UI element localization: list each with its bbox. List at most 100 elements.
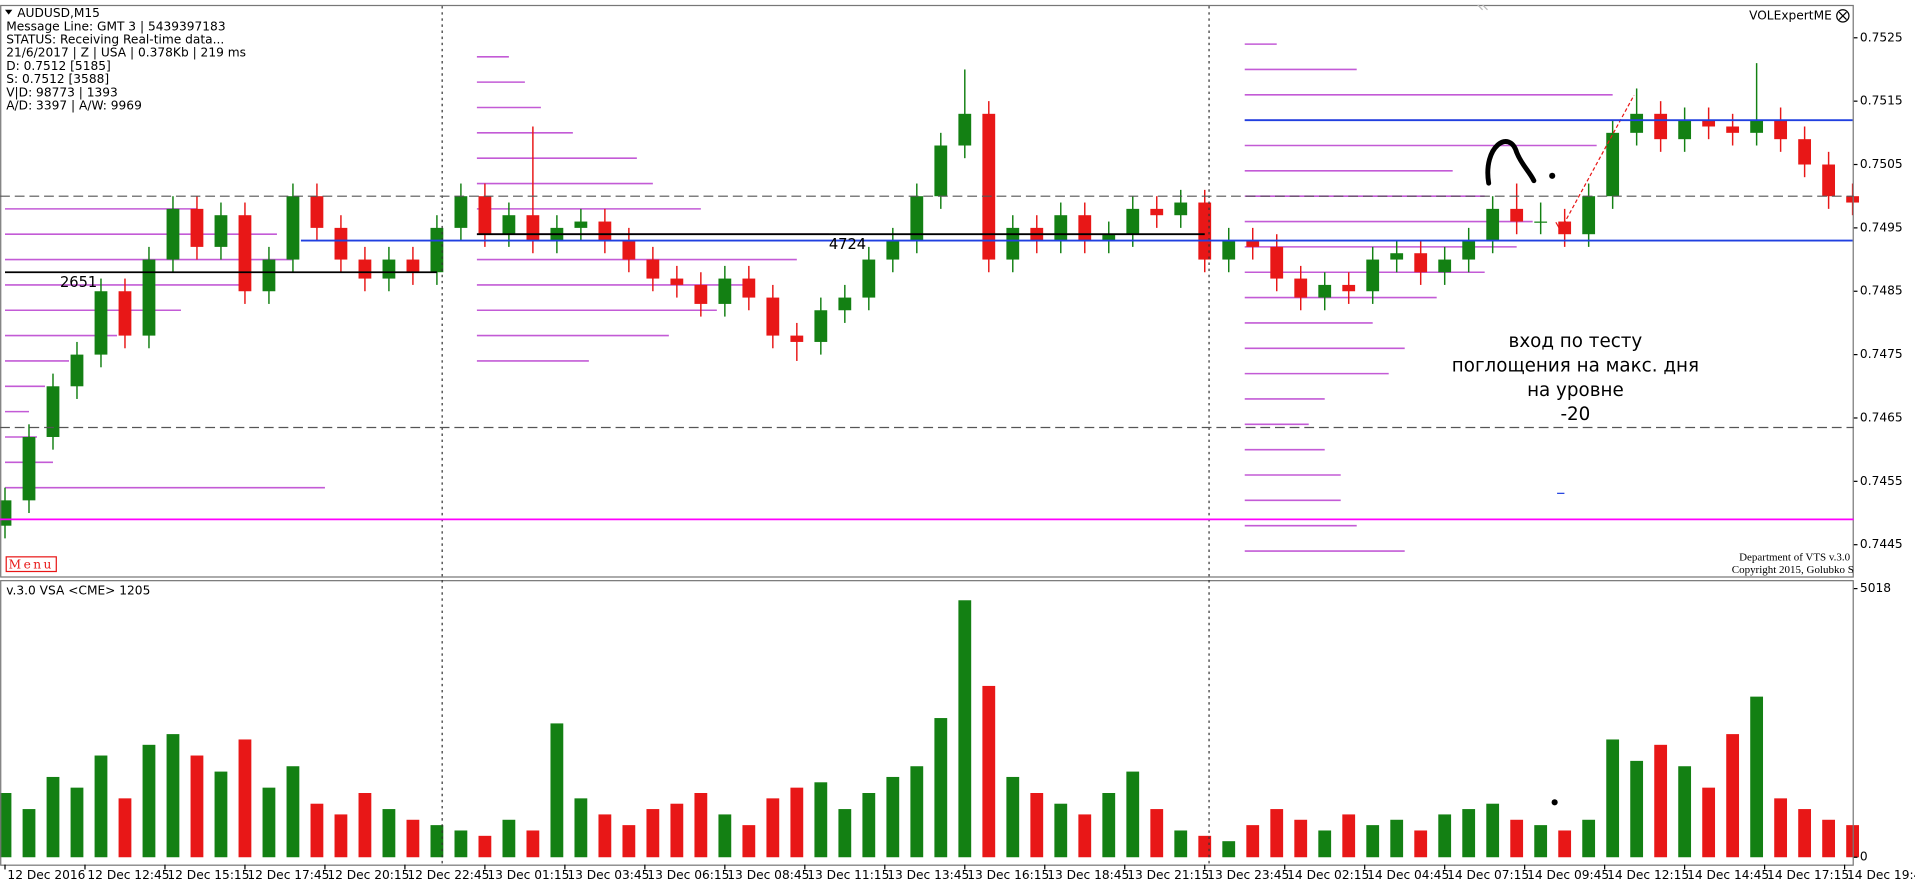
candle-body: [238, 215, 252, 292]
candle-body: [838, 297, 852, 311]
volume-bar: [526, 830, 540, 858]
symbol-dropdown[interactable]: [5, 9, 13, 15]
volume-bar: [622, 825, 636, 858]
volume-bar: [670, 803, 684, 858]
x-tick-label: 14 Dec 17:15: [1767, 868, 1849, 882]
volume-bar: [1462, 809, 1476, 858]
candle-body: [1222, 240, 1236, 260]
candle-body: [46, 386, 60, 437]
volume-bar: [1486, 803, 1500, 858]
volume-bar: [22, 809, 36, 858]
candle-body: [1270, 246, 1284, 279]
volume-bar: [1438, 814, 1452, 858]
candle-body: [910, 196, 924, 241]
volume-bar: [1246, 825, 1260, 858]
candle-body: [190, 208, 204, 247]
candle-body: [1630, 113, 1644, 133]
candle-body: [1102, 234, 1116, 241]
candle-body: [1150, 208, 1164, 216]
y2-tick-label: 5018: [1860, 581, 1891, 595]
annotation: на уровне: [1527, 380, 1624, 401]
candle-body: [430, 227, 444, 273]
volume-bar: [1222, 841, 1236, 858]
volume-bar: [1534, 825, 1548, 858]
candle-body: [1534, 221, 1548, 223]
close-icon[interactable]: [1836, 9, 1850, 23]
marks: [0, 63, 1860, 858]
volume-bar: [334, 814, 348, 858]
volume-bar: [1774, 798, 1788, 858]
candle-body: [646, 259, 660, 279]
candle-body: [22, 436, 36, 501]
volume-bar: [1726, 734, 1740, 858]
candle-body: [670, 278, 684, 285]
candle-body: [94, 291, 108, 355]
candle-body: [1438, 259, 1452, 273]
candle-body: [1750, 120, 1764, 133]
candle-body: [1702, 120, 1716, 127]
volume-bar: [1078, 814, 1092, 858]
volume-bar: [478, 835, 492, 858]
candle-body: [1798, 139, 1812, 165]
volume-bar: [550, 723, 564, 858]
volume-bar: [214, 771, 228, 858]
level-label: 4724: [829, 236, 866, 253]
volume-bar: [1750, 696, 1764, 858]
x-tick-label: 14 Dec 12:15: [1607, 868, 1689, 882]
volume-bar: [814, 782, 828, 858]
volume-title: v.3.0 VSA <CME> 1205: [6, 584, 150, 598]
candle-body: [958, 113, 972, 146]
x-tick-label: 13 Dec 03:45: [567, 868, 649, 882]
volume-bar: [382, 809, 396, 858]
x-tick-label: 12 Dec 20:15: [327, 868, 409, 882]
volume-bar: [1702, 787, 1716, 858]
volume-bar: [1654, 744, 1668, 858]
volume-bar: [358, 793, 372, 858]
candle-body: [1198, 202, 1212, 260]
candle-body: [862, 259, 876, 298]
candle-body: [982, 113, 996, 260]
y2-tick-label: 0: [1860, 850, 1868, 864]
arrow-line: [1560, 94, 1635, 230]
annotation: -20: [1560, 404, 1590, 425]
volume-bar: [766, 798, 780, 858]
candle-body: [502, 215, 516, 235]
annotation: поглощения на макс. дня: [1452, 355, 1699, 376]
y-tick-label: 0.7525: [1860, 30, 1903, 44]
volume-bar: [262, 787, 276, 858]
volume-bar: [1102, 793, 1116, 858]
candle-body: [1174, 202, 1188, 216]
candle-body: [454, 196, 468, 228]
candle-body: [1054, 215, 1068, 241]
volume-bar: [0, 793, 12, 858]
x-tick-label: 13 Dec 01:15: [487, 868, 569, 882]
info-line: S: 0.7512 [3588]: [6, 72, 109, 86]
menu-button[interactable]: [5, 556, 57, 573]
candle-body: [142, 259, 156, 336]
x-tick-label: 12 Dec 12:45: [87, 868, 169, 882]
candle-body: [622, 240, 636, 260]
candle-body: [310, 196, 324, 228]
arrow-head: [1555, 221, 1569, 232]
candle-body: [70, 354, 84, 387]
x-tick-label: 12 Dec 15:15: [167, 868, 249, 882]
volume-bar: [190, 755, 204, 858]
x-tick-label: 14 Dec 04:45: [1367, 868, 1449, 882]
level-label: 2651: [60, 274, 97, 291]
volume-bar: [46, 776, 60, 858]
candle-body: [478, 196, 492, 235]
x-tick-label: 13 Dec 16:15: [967, 868, 1049, 882]
volume-bar: [430, 825, 444, 858]
volume-bar: [502, 819, 516, 858]
candle-body: [1726, 126, 1740, 133]
x-tick-label: 13 Dec 13:45: [887, 868, 969, 882]
volume-bar: [1510, 819, 1524, 858]
main-panel-frame: [0, 4, 1854, 578]
volume-bar: [934, 718, 948, 858]
volume-bar: [1174, 830, 1188, 858]
hand-drawn-arc: [1485, 139, 1537, 186]
menu-label[interactable]: Menu: [9, 557, 54, 571]
candle-body: [1486, 208, 1500, 241]
